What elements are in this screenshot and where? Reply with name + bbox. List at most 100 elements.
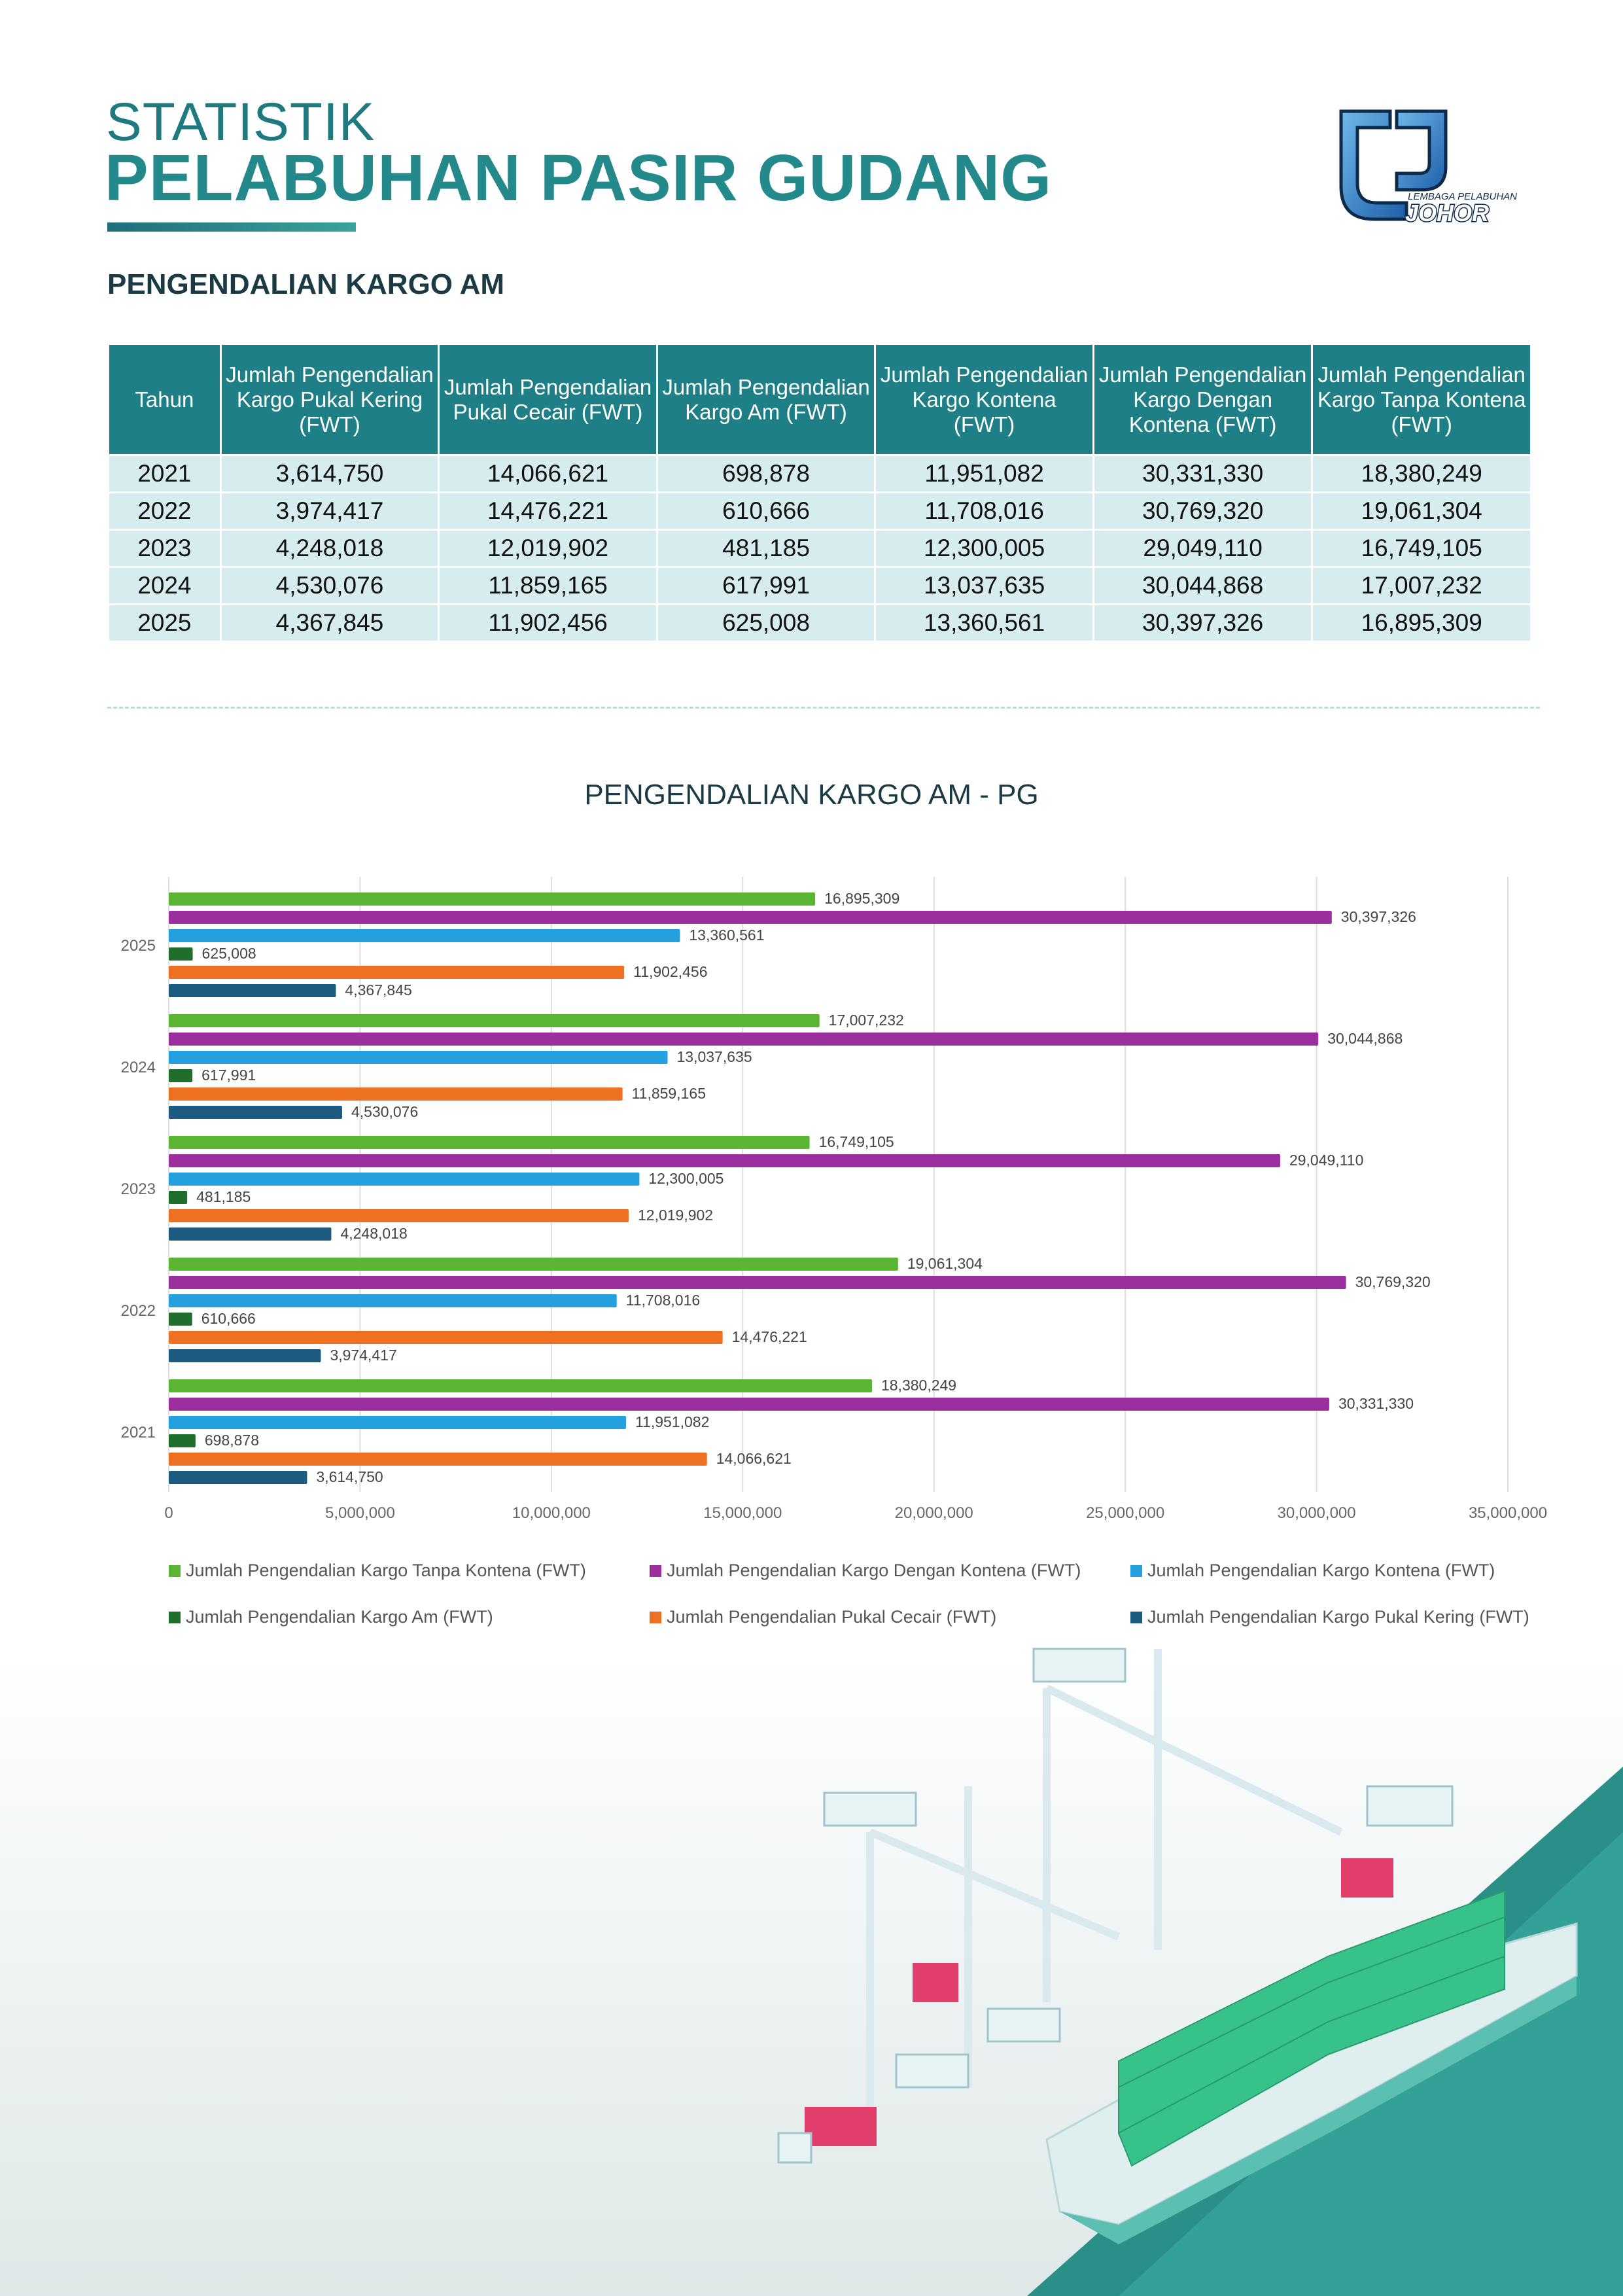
bar xyxy=(169,1294,617,1307)
bar-value-label: 18,380,249 xyxy=(881,1377,956,1394)
x-tick-label: 10,000,000 xyxy=(512,1504,591,1522)
bar xyxy=(169,966,625,979)
bar-value-label: 4,248,018 xyxy=(340,1225,407,1242)
legend-item: Jumlah Pengendalian Kargo Tanpa Kontena … xyxy=(169,1561,650,1581)
legend-swatch xyxy=(169,1611,181,1623)
bar-value-label: 481,185 xyxy=(196,1188,251,1205)
bar-value-label: 30,331,330 xyxy=(1338,1395,1414,1412)
bar xyxy=(169,1398,1329,1411)
bar-value-label: 11,951,082 xyxy=(635,1413,709,1430)
bar xyxy=(169,929,680,942)
table-cell: 11,859,165 xyxy=(438,566,658,605)
table-cell: 30,331,330 xyxy=(1092,454,1314,493)
bar-value-label: 4,367,845 xyxy=(345,981,411,998)
legend-swatch xyxy=(650,1564,661,1577)
bar xyxy=(169,984,336,997)
x-tick-label: 30,000,000 xyxy=(1278,1504,1356,1522)
legend-item: Jumlah Pengendalian Pukal Cecair (FWT) xyxy=(650,1607,1130,1627)
table-cell: 18,380,249 xyxy=(1311,454,1532,493)
bar xyxy=(169,1227,332,1241)
bar xyxy=(169,1173,640,1186)
table-cell: 17,007,232 xyxy=(1311,566,1532,605)
bar-value-label: 4,530,076 xyxy=(351,1103,418,1120)
lembaga-pelabuhan-johor-logo: LEMBAGA PELABUHAN JOHOR xyxy=(1339,109,1517,228)
table-header-cell: Jumlah Pengendalian Kargo Dengan Kontena… xyxy=(1092,343,1314,456)
title-underline xyxy=(107,222,356,232)
table-header-cell: Jumlah Pengendalian Kargo Kontena (FWT) xyxy=(874,343,1094,456)
bar-value-label: 625,008 xyxy=(202,945,256,962)
chart-title: PENGENDALIAN KARGO AM - PG xyxy=(584,779,1039,811)
table-cell: 3,614,750 xyxy=(219,454,440,493)
bar-value-label: 3,614,750 xyxy=(316,1468,383,1485)
logo-big-text: JOHOR xyxy=(1405,200,1489,226)
table-cell: 11,951,082 xyxy=(874,454,1094,493)
table-cell: 4,248,018 xyxy=(219,529,440,568)
table-row: 2025 4,367,845 11,902,456 625,008 13,360… xyxy=(107,603,1532,643)
x-tick-label: 0 xyxy=(164,1504,173,1522)
x-tick-label: 20,000,000 xyxy=(895,1504,973,1522)
bar xyxy=(169,1331,723,1344)
legend-label: Jumlah Pengendalian Pukal Cecair (FWT) xyxy=(667,1607,997,1627)
bar xyxy=(169,1258,898,1271)
y-category-label: 2021 xyxy=(121,1424,156,1441)
legend-swatch xyxy=(1130,1564,1142,1577)
x-tick-label: 35,000,000 xyxy=(1469,1504,1547,1522)
bar xyxy=(169,1014,820,1027)
bar-value-label: 19,061,304 xyxy=(907,1255,983,1272)
bar xyxy=(169,1191,188,1204)
x-tick-label: 5,000,000 xyxy=(325,1504,395,1522)
bar-value-label: 30,769,320 xyxy=(1355,1273,1431,1290)
table-cell: 610,666 xyxy=(655,491,877,531)
table-cell: 13,360,561 xyxy=(874,603,1094,643)
table-cell: 12,300,005 xyxy=(874,529,1094,568)
table-cell: 29,049,110 xyxy=(1092,529,1314,568)
section-title: PENGENDALIAN KARGO AM xyxy=(107,268,505,300)
x-tick-label: 15,000,000 xyxy=(703,1504,782,1522)
bar-value-label: 17,007,232 xyxy=(829,1012,904,1029)
legend-label: Jumlah Pengendalian Kargo Dengan Kontena… xyxy=(667,1561,1081,1580)
legend-label: Jumlah Pengendalian Kargo Am (FWT) xyxy=(186,1607,493,1627)
table-row: 2022 3,974,417 14,476,221 610,666 11,708… xyxy=(107,491,1532,531)
table-cell: 2023 xyxy=(107,529,222,568)
table-cell: 13,037,635 xyxy=(874,566,1094,605)
y-category-label: 2023 xyxy=(121,1180,156,1198)
title-line-1: STATISTIK xyxy=(106,92,375,152)
table-row: 2024 4,530,076 11,859,165 617,991 13,037… xyxy=(107,566,1532,605)
dashed-divider xyxy=(107,707,1540,709)
bar-value-label: 13,037,635 xyxy=(677,1048,752,1065)
table-cell: 11,708,016 xyxy=(874,491,1094,531)
legend-swatch xyxy=(650,1611,661,1623)
table-cell: 4,530,076 xyxy=(219,566,440,605)
table-cell: 2024 xyxy=(107,566,222,605)
bar-value-label: 11,708,016 xyxy=(626,1292,700,1309)
table-cell: 16,895,309 xyxy=(1311,603,1532,643)
legend-swatch xyxy=(1130,1611,1142,1623)
bar-value-label: 617,991 xyxy=(201,1067,256,1084)
bar-value-label: 3,974,417 xyxy=(330,1347,396,1364)
table-cell: 625,008 xyxy=(655,603,877,643)
y-category-label: 2024 xyxy=(121,1059,156,1076)
table-cell: 30,044,868 xyxy=(1092,566,1314,605)
legend-item: Jumlah Pengendalian Kargo Dengan Kontena… xyxy=(650,1561,1130,1581)
bar-value-label: 11,859,165 xyxy=(632,1085,706,1102)
bar xyxy=(169,1154,1280,1167)
bar xyxy=(169,1471,307,1484)
bar-value-label: 30,044,868 xyxy=(1327,1030,1403,1047)
bar xyxy=(169,1434,196,1447)
table-header-cell: Jumlah Pengendalian Kargo Pukal Kering (… xyxy=(219,343,440,456)
bar xyxy=(169,1087,623,1101)
table-cell: 19,061,304 xyxy=(1311,491,1532,531)
chart-legend: Jumlah Pengendalian Kargo Tanpa Kontena … xyxy=(169,1561,1575,1627)
table-cell: 30,769,320 xyxy=(1092,491,1314,531)
table-header-row: Tahun Jumlah Pengendalian Kargo Pukal Ke… xyxy=(107,343,1532,456)
table-cell: 617,991 xyxy=(655,566,877,605)
bar-value-label: 16,895,309 xyxy=(824,890,899,907)
table-row: 2021 3,614,750 14,066,621 698,878 11,951… xyxy=(107,454,1532,493)
bar xyxy=(169,892,816,906)
table-cell: 14,066,621 xyxy=(438,454,658,493)
legend-swatch xyxy=(169,1564,181,1577)
bar-value-label: 29,049,110 xyxy=(1289,1152,1363,1169)
cargo-table: Tahun Jumlah Pengendalian Kargo Pukal Ke… xyxy=(107,343,1532,643)
table-header-cell: Tahun xyxy=(107,343,222,456)
table-row: 2023 4,248,018 12,019,902 481,185 12,300… xyxy=(107,529,1532,568)
